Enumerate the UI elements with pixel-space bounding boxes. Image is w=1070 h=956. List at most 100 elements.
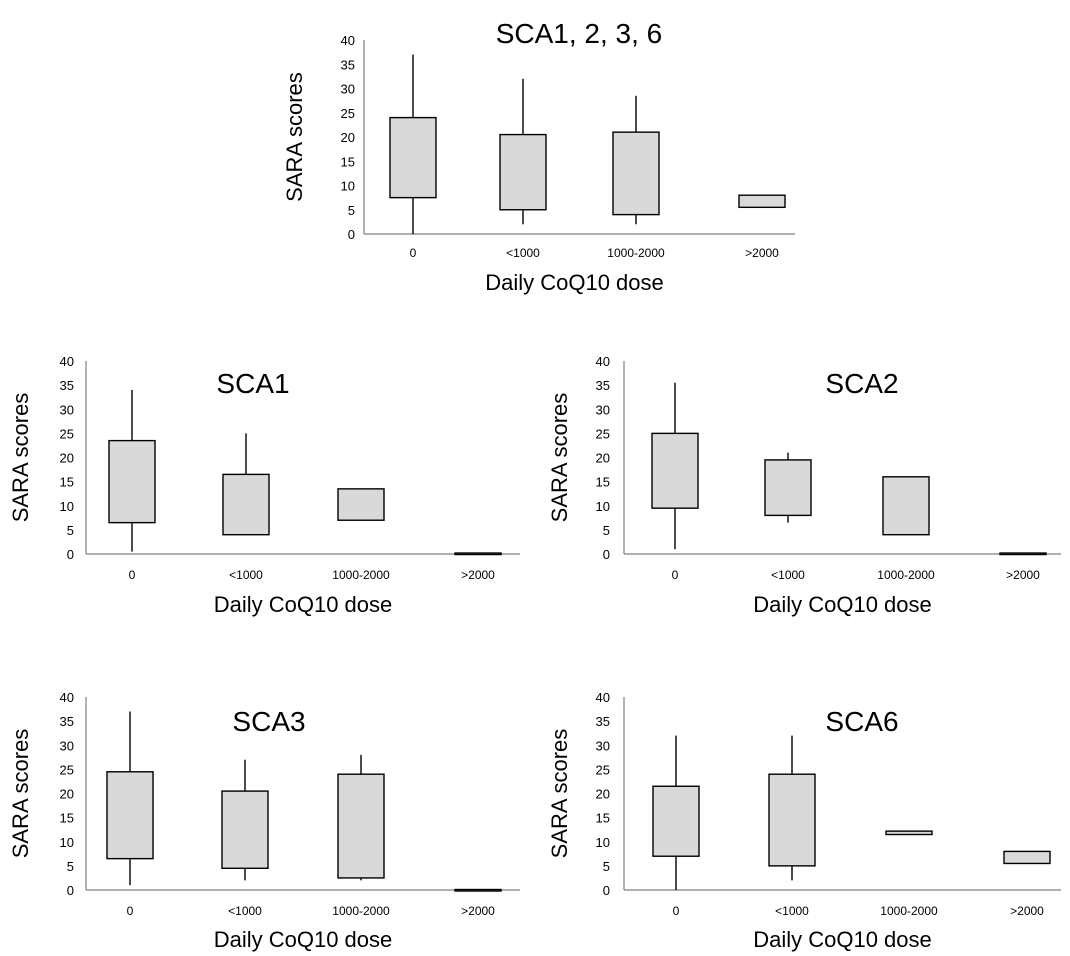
x-category-label: >2000 xyxy=(1010,904,1044,918)
x-category-label: >2000 xyxy=(1006,568,1040,582)
x-category-label: 1000-2000 xyxy=(607,246,665,260)
x-category-label: 0 xyxy=(410,246,417,260)
panel-1: 0 5 10 15 20 25 30 35 40 0 <1000 1000-2000 >2000 SARA… xyxy=(8,354,520,617)
x-category-label: <1000 xyxy=(775,904,809,918)
y-tick-label: 25 xyxy=(60,426,74,441)
panel-3: 0 5 10 15 20 25 30 35 40 0 <1000 1000-2000 >2000 SARA… xyxy=(8,690,520,952)
x-category-label: >2000 xyxy=(745,246,779,260)
panel-4: 0 5 10 15 20 25 30 35 40 0 <1000 1000-2000 >2000 SARA… xyxy=(547,690,1061,952)
y-tick-label: 30 xyxy=(341,82,355,97)
x-category-label: 0 xyxy=(672,568,679,582)
y-tick-label: 5 xyxy=(67,859,74,874)
y-tick-label: 5 xyxy=(348,203,355,218)
box-0 xyxy=(108,439,156,524)
box-2 xyxy=(337,488,385,521)
y-axis-title: SARA scores xyxy=(282,72,307,202)
x-axis-title: Daily CoQ10 dose xyxy=(753,927,932,952)
y-axis-title: SARA scores xyxy=(547,393,572,523)
y-tick-label: 30 xyxy=(60,402,74,417)
x-category-label: 0 xyxy=(673,904,680,918)
x-category-label: >2000 xyxy=(461,904,495,918)
y-tick-label: 15 xyxy=(596,475,610,490)
y-tick-label: 0 xyxy=(603,547,610,562)
box-3 xyxy=(738,194,786,209)
y-tick-label: 25 xyxy=(596,762,610,777)
y-tick-label: 35 xyxy=(60,714,74,729)
x-axis-title: Daily CoQ10 dose xyxy=(753,592,932,617)
y-tick-label: 40 xyxy=(60,690,74,705)
y-tick-label: 40 xyxy=(596,690,610,705)
panel-title: SCA6 xyxy=(825,706,898,737)
box-3 xyxy=(999,552,1047,556)
y-tick-label: 15 xyxy=(596,811,610,826)
y-tick-label: 20 xyxy=(341,130,355,145)
y-tick-label: 10 xyxy=(341,179,355,194)
y-tick-label: 35 xyxy=(60,378,74,393)
y-tick-label: 5 xyxy=(603,859,610,874)
x-category-label: 1000-2000 xyxy=(332,568,390,582)
y-axis-title: SARA scores xyxy=(8,393,33,523)
y-tick-label: 10 xyxy=(596,835,610,850)
box-1 xyxy=(499,133,547,211)
y-tick-label: 10 xyxy=(60,499,74,514)
x-category-label: <1000 xyxy=(229,568,263,582)
y-tick-label: 0 xyxy=(348,227,355,242)
y-tick-label: 0 xyxy=(603,883,610,898)
x-category-label: <1000 xyxy=(506,246,540,260)
y-tick-label: 20 xyxy=(596,451,610,466)
box-1 xyxy=(221,790,269,869)
box-0 xyxy=(106,771,154,860)
box-1 xyxy=(764,459,812,517)
y-tick-label: 15 xyxy=(60,811,74,826)
panel-title: SCA3 xyxy=(232,706,305,737)
box-0 xyxy=(651,432,699,509)
x-category-label: 1000-2000 xyxy=(877,568,935,582)
y-tick-label: 25 xyxy=(596,426,610,441)
y-tick-label: 15 xyxy=(60,475,74,490)
box-2 xyxy=(885,830,933,836)
x-category-label: <1000 xyxy=(228,904,262,918)
x-category-label: 0 xyxy=(127,904,134,918)
y-axis-title: SARA scores xyxy=(547,729,572,859)
y-tick-label: 35 xyxy=(341,57,355,72)
x-category-label: >2000 xyxy=(461,568,495,582)
panel-title: SCA1 xyxy=(216,368,289,399)
box-2 xyxy=(612,131,660,216)
y-tick-label: 35 xyxy=(596,378,610,393)
box-0 xyxy=(389,116,437,199)
box-3 xyxy=(1003,850,1051,865)
x-category-label: 0 xyxy=(129,568,136,582)
box-3 xyxy=(454,888,502,892)
x-axis-title: Daily CoQ10 dose xyxy=(214,927,393,952)
y-tick-label: 5 xyxy=(67,523,74,538)
y-tick-label: 20 xyxy=(596,787,610,802)
y-tick-label: 15 xyxy=(341,154,355,169)
box-2 xyxy=(337,773,385,879)
y-tick-label: 10 xyxy=(596,499,610,514)
y-axis-title: SARA scores xyxy=(8,729,33,859)
y-tick-label: 5 xyxy=(603,523,610,538)
y-tick-label: 10 xyxy=(60,835,74,850)
box-1 xyxy=(768,773,816,867)
box-3 xyxy=(454,552,502,556)
y-tick-label: 30 xyxy=(596,738,610,753)
y-tick-label: 20 xyxy=(60,451,74,466)
box-1 xyxy=(222,473,270,536)
y-tick-label: 30 xyxy=(60,738,74,753)
x-axis-title: Daily CoQ10 dose xyxy=(485,270,664,295)
y-tick-label: 0 xyxy=(67,883,74,898)
y-tick-label: 20 xyxy=(60,787,74,802)
panel-title: SCA1, 2, 3, 6 xyxy=(496,18,663,49)
x-axis-title: Daily CoQ10 dose xyxy=(214,592,393,617)
y-tick-label: 40 xyxy=(60,354,74,369)
y-tick-label: 25 xyxy=(60,762,74,777)
x-category-label: 1000-2000 xyxy=(332,904,390,918)
panel-0: 0 5 10 15 20 25 30 35 40 0 <1000 1000-2000 >2000 SARA… xyxy=(282,18,795,295)
panel-title: SCA2 xyxy=(825,368,898,399)
x-category-label: <1000 xyxy=(771,568,805,582)
y-tick-label: 40 xyxy=(596,354,610,369)
y-tick-label: 25 xyxy=(341,106,355,121)
y-tick-label: 35 xyxy=(596,714,610,729)
y-tick-label: 30 xyxy=(596,402,610,417)
